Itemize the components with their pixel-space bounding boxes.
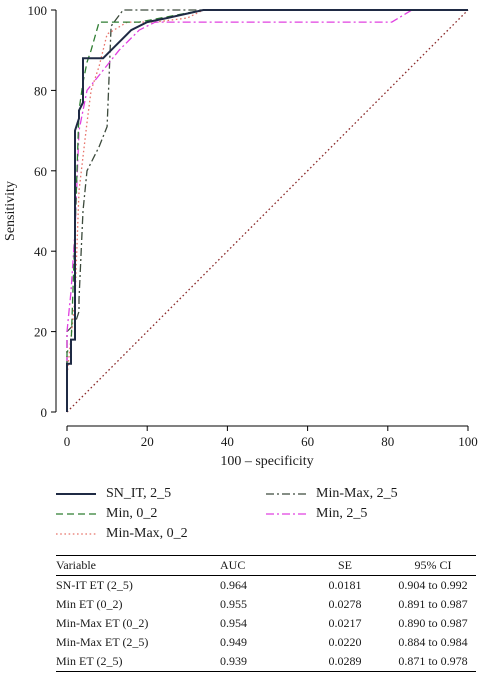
legend-swatch — [56, 533, 96, 535]
x-tick-label: 20 — [141, 434, 154, 449]
legend-item: Min, 0_2 — [56, 506, 157, 522]
x-tick-label: 60 — [301, 434, 314, 449]
legend-swatch — [56, 513, 96, 515]
legend-label: SN_IT, 2_5 — [106, 486, 172, 501]
table-row: SN-IT ET (2_5) 0.964 0.0181 0.904 to 0.9… — [56, 576, 476, 596]
cell-se: 0.0217 — [328, 616, 362, 630]
legend-label: Min, 2_5 — [316, 506, 368, 521]
table-row: Min-Max ET (2_5) 0.949 0.0220 0.884 to 0… — [56, 633, 476, 652]
cell-ci: 0.891 to 0.987 — [398, 597, 468, 611]
cell-ci: 0.884 to 0.984 — [398, 635, 468, 649]
legend-item: SN_IT, 2_5 — [56, 486, 171, 502]
x-tick-label: 100 — [458, 434, 478, 449]
cell-auc: 0.955 — [220, 597, 247, 611]
cell-auc: 0.964 — [220, 578, 247, 592]
header-variable: Variable — [56, 558, 96, 572]
y-tick-label: 80 — [34, 83, 47, 98]
x-tick-label: 0 — [64, 434, 71, 449]
roc-chart: 0 20 40 60 80 100 0 20 40 60 80 100 100 – specific… — [3, 3, 478, 469]
series-line — [66, 9, 468, 412]
cell-ci: 0.904 to 0.992 — [398, 578, 468, 592]
legend-item: Min-Max, 2_5 — [266, 486, 398, 502]
header-se: SE — [337, 558, 352, 572]
cell-ci: 0.890 to 0.987 — [398, 616, 468, 630]
x-tick-label: 40 — [221, 434, 234, 449]
y-tick-label: 0 — [41, 405, 48, 420]
header-auc: AUC — [220, 558, 246, 572]
cell-variable: Min-Max ET (2_5) — [56, 635, 149, 649]
cell-variable: Min ET (0_2) — [56, 597, 123, 611]
legend-item: Min-Max, 0_2 — [56, 526, 188, 542]
y-tick-label: 100 — [28, 3, 48, 18]
x-ticks: 0 20 40 60 80 100 — [64, 426, 478, 449]
y-axis-title: Sensitivity — [3, 181, 18, 241]
auc-table: Variable AUC SE 95% CI SN-IT ET (2_5) 0.… — [56, 555, 476, 672]
table-row: Min ET (2_5) 0.939 0.0289 0.871 to 0.978 — [56, 652, 476, 672]
y-tick-label: 20 — [34, 325, 47, 340]
legend-label: Min-Max, 2_5 — [316, 486, 398, 501]
table-row: Min-Max ET (0_2) 0.954 0.0217 0.890 to 0… — [56, 614, 476, 633]
cell-auc: 0.939 — [220, 654, 247, 668]
table-header-row: Variable AUC SE 95% CI — [56, 555, 476, 576]
legend-swatch — [266, 513, 306, 515]
cell-se: 0.0181 — [328, 578, 362, 592]
legend-label: Min, 0_2 — [106, 506, 158, 521]
series-line — [66, 9, 468, 412]
series-layer — [66, 9, 469, 413]
reference-diagonal — [66, 9, 469, 413]
cell-ci: 0.871 to 0.978 — [398, 654, 468, 668]
legend: SN_IT, 2_5 Min-Max, 2_5 Min, 0_2 Min, 2_… — [0, 480, 480, 546]
cell-auc: 0.954 — [220, 616, 247, 630]
cell-se: 0.0289 — [328, 654, 362, 668]
cell-variable: Min ET (2_5) — [56, 654, 123, 668]
cell-variable: SN-IT ET (2_5) — [56, 578, 133, 592]
cell-se: 0.0278 — [328, 597, 362, 611]
table-row: Min ET (0_2) 0.955 0.0278 0.891 to 0.987 — [56, 595, 476, 614]
legend-swatch — [266, 493, 306, 495]
series-line — [66, 9, 468, 412]
cell-se: 0.0220 — [328, 635, 362, 649]
cell-auc: 0.949 — [220, 635, 247, 649]
header-ci: 95% CI — [414, 558, 452, 572]
legend-item: Min, 2_5 — [266, 506, 367, 522]
x-tick-label: 80 — [381, 434, 394, 449]
y-tick-label: 60 — [34, 164, 47, 179]
series-line — [66, 9, 468, 412]
y-tick-label: 40 — [34, 244, 47, 259]
legend-label: Min-Max, 0_2 — [106, 526, 188, 541]
y-ticks: 0 20 40 60 80 100 — [28, 3, 56, 420]
legend-swatch — [56, 493, 96, 495]
x-axis-title: 100 – specificity — [220, 454, 313, 469]
cell-variable: Min-Max ET (0_2) — [56, 616, 149, 630]
